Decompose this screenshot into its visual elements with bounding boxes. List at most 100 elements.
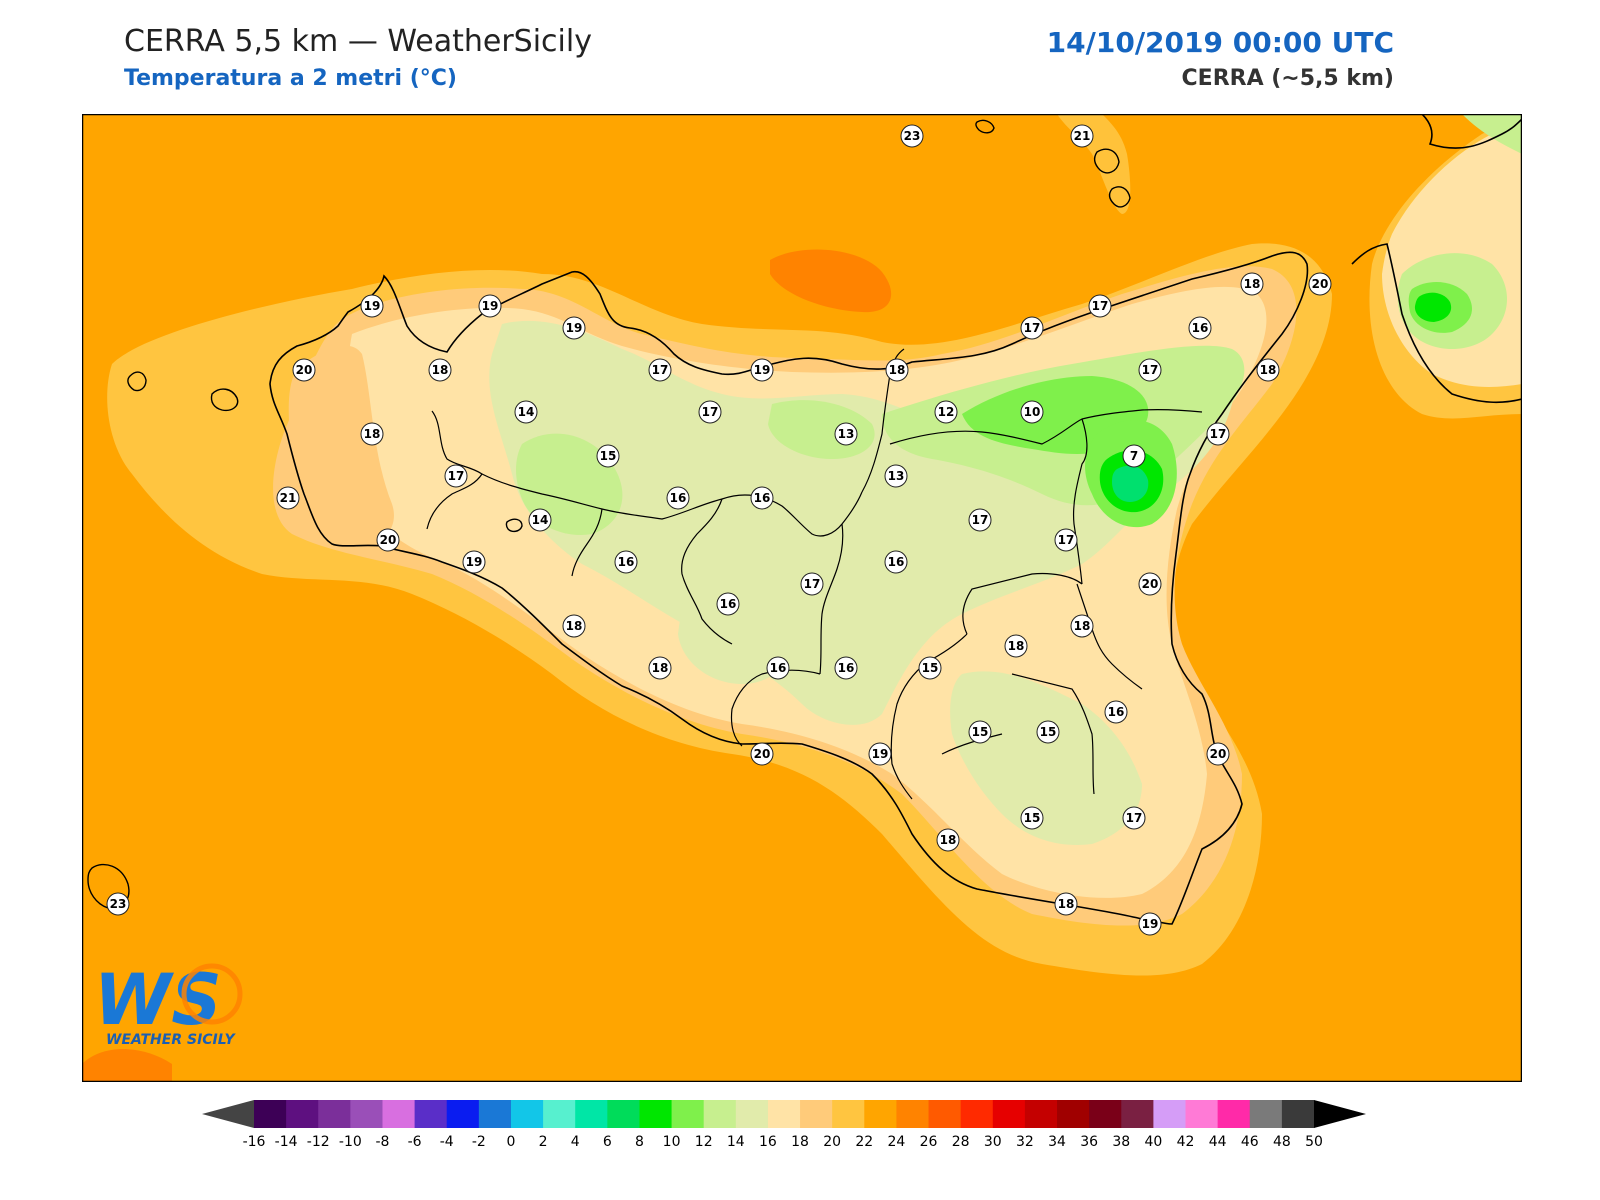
station-marker	[1138, 912, 1162, 936]
station-label: 15	[596, 444, 620, 468]
colorbar-segment	[1024, 1100, 1058, 1128]
land-green-etna-core	[1112, 465, 1149, 502]
station-label: 16	[766, 656, 790, 680]
station-marker	[1088, 294, 1112, 318]
station-value: 17	[448, 469, 465, 483]
station-value: 15	[922, 661, 939, 675]
station-marker	[1206, 422, 1230, 446]
station-marker	[614, 550, 638, 574]
station-marker	[1054, 892, 1078, 916]
colorbar-segment	[575, 1100, 608, 1128]
station-label: 18	[428, 358, 452, 382]
station-marker	[562, 614, 586, 638]
station-marker	[514, 400, 538, 424]
station-marker	[666, 486, 690, 510]
station-label: 20	[1308, 272, 1332, 296]
station-marker	[885, 358, 909, 382]
station-marker	[750, 486, 774, 510]
colorbar-tick-label: 2	[539, 1134, 548, 1150]
colorbar-tick-label: 10	[663, 1134, 681, 1150]
station-marker	[1240, 272, 1264, 296]
station-marker	[1020, 806, 1044, 830]
station-marker	[884, 464, 908, 488]
station-label: 16	[614, 550, 638, 574]
station-marker	[562, 316, 586, 340]
station-value: 19	[482, 299, 499, 313]
station-label: 17	[1138, 358, 1162, 382]
colorbar-tick-label: 44	[1209, 1134, 1227, 1150]
station-marker	[968, 508, 992, 532]
valid-datetime: 14/10/2019 00:00 UTC	[1046, 26, 1394, 59]
logo-sun	[181, 963, 243, 1025]
station-label: 13	[834, 422, 858, 446]
colorbar-tick-label: 40	[1144, 1134, 1162, 1150]
station-label: 18	[1070, 614, 1094, 638]
station-value: 17	[702, 405, 719, 419]
station-value: 23	[904, 129, 921, 143]
station-marker	[1138, 572, 1162, 596]
station-value: 18	[652, 661, 669, 675]
calabria-land-core	[1414, 292, 1452, 322]
station-value: 18	[1058, 897, 1075, 911]
temperature-map: 23 21 19 19 19 20 18 17 19 18 17 17 16 18 20 18 17 17 12 10…	[82, 114, 1522, 1082]
station-label: 23	[900, 124, 924, 148]
sea-warm-patch	[770, 249, 892, 313]
colorbar-tick-label: 24	[888, 1134, 906, 1150]
station-value: 13	[888, 469, 905, 483]
station-label: 18	[1256, 358, 1280, 382]
station-value: 19	[754, 363, 771, 377]
colorbar-segment	[671, 1100, 705, 1128]
station-value: 20	[1142, 577, 1159, 591]
station-value: 19	[466, 555, 483, 569]
station-marker	[478, 294, 502, 318]
station-marker	[1122, 444, 1146, 468]
station-marker	[648, 358, 672, 382]
colorbar-tick-label: 20	[823, 1134, 841, 1150]
colorbar-segment	[896, 1100, 930, 1128]
colorbar-segment	[510, 1100, 544, 1128]
colorbar-under-arrow	[202, 1100, 254, 1128]
station-label: 16	[750, 486, 774, 510]
station-label: 17	[698, 400, 722, 424]
station-marker	[528, 508, 552, 532]
colorbar-tick-label: -14	[275, 1134, 298, 1150]
station-label: 17	[1020, 316, 1044, 340]
station-value: 15	[972, 725, 989, 739]
station-value: 15	[1024, 811, 1041, 825]
colorbar-tick-label: 34	[1048, 1134, 1066, 1150]
station-marker	[444, 464, 468, 488]
map-subtitle: Temperatura a 2 metri (°C)	[124, 66, 457, 91]
station-marker	[1138, 358, 1162, 382]
station-marker	[884, 550, 908, 574]
colorbar-segment	[478, 1100, 512, 1128]
station-value: 21	[280, 491, 297, 505]
station-value: 19	[1142, 917, 1159, 931]
station-marker	[360, 422, 384, 446]
station-value: 10	[1024, 405, 1041, 419]
station-value: 16	[1108, 705, 1125, 719]
station-value: 17	[972, 513, 989, 527]
colorbar-segment	[607, 1100, 640, 1128]
land-cool-center	[678, 600, 785, 684]
station-marker	[968, 720, 992, 744]
station-value: 14	[532, 513, 549, 527]
colorbar-tick-label: -16	[243, 1134, 266, 1150]
station-value: 12	[938, 405, 955, 419]
colorbar-tick-label: -4	[440, 1134, 454, 1150]
station-value: 13	[838, 427, 855, 441]
station-marker	[698, 400, 722, 424]
station-label: 19	[360, 294, 384, 318]
station-value: 17	[1210, 427, 1227, 441]
station-label: 17	[1088, 294, 1112, 318]
station-marker	[462, 550, 486, 574]
colorbar-segment	[992, 1100, 1026, 1128]
station-marker	[936, 828, 960, 852]
station-marker	[800, 572, 824, 596]
colorbar-tick-label: 16	[759, 1134, 777, 1150]
colorbar-tick-label: 0	[507, 1134, 516, 1150]
station-marker	[106, 892, 130, 916]
station-value: 23	[110, 897, 127, 911]
station-label: 21	[276, 486, 300, 510]
station-value: 20	[1210, 747, 1227, 761]
station-label: 19	[462, 550, 486, 574]
